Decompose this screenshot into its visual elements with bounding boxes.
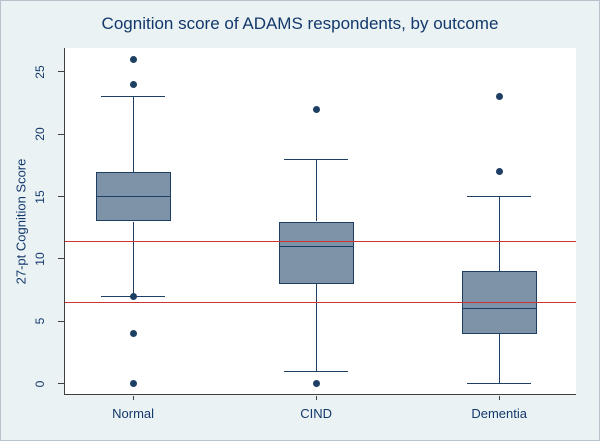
outlier-dot [312,105,320,113]
whisker-line [315,283,317,372]
outlier-dot [129,55,137,63]
outlier-dot [129,380,137,388]
box-cind [278,221,354,284]
reference-line [65,240,576,243]
category-label: Normal [112,406,155,421]
y-tick-label: 25 [33,65,47,79]
reference-line [65,301,576,304]
outlier-dot [129,80,137,88]
y-tick-label: 10 [33,252,47,266]
outlier-dot [495,93,503,101]
whisker-cap [101,96,166,98]
chart-title: Cognition score of ADAMS respondents, by… [101,14,499,33]
whisker-line [132,221,134,297]
whisker-line [315,159,317,222]
category-label: CIND [300,406,333,421]
y-tick-label: 20 [33,127,47,141]
whisker-cap [284,158,349,160]
y-tick-mark [58,71,64,73]
median-line [461,308,537,310]
whisker-cap [467,383,532,385]
y-tick-mark [58,320,64,322]
y-tick-label: 5 [33,318,47,325]
x-tick-mark [315,396,317,400]
y-tick-label: 0 [33,380,47,388]
y-tick-mark [58,258,64,260]
whisker-line [498,333,500,384]
median-line [278,245,354,247]
x-tick-mark [132,396,134,400]
whisker-cap [284,370,349,372]
y-tick-mark [58,383,64,385]
x-tick-mark [498,396,500,400]
median-line [95,196,171,198]
y-tick-label: 15 [33,189,47,204]
whisker-cap [467,196,532,198]
category-label: Dementia [471,406,527,421]
whisker-line [498,196,500,272]
outlier-dot [129,292,137,300]
y-tick-mark [58,196,64,198]
outlier-dot [129,330,137,338]
y-tick-mark [58,133,64,135]
whisker-line [132,96,134,172]
outlier-dot [495,168,503,176]
outlier-dot [312,380,320,388]
